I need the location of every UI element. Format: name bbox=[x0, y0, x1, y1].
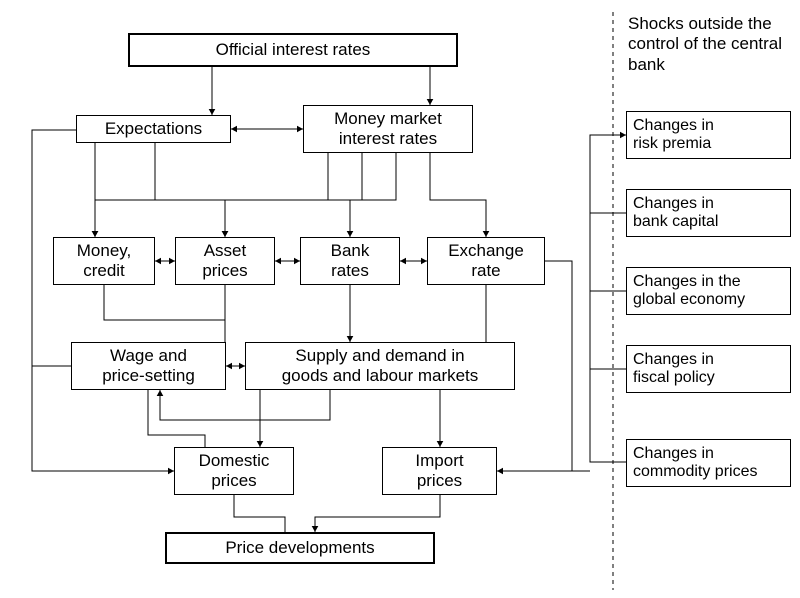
edge-23 bbox=[315, 495, 440, 532]
side-node-risk: Changes in risk premia bbox=[626, 111, 791, 159]
node-asset: Asset prices bbox=[175, 237, 275, 285]
node-pricedev: Price developments bbox=[165, 532, 435, 564]
node-label-money: Money, credit bbox=[77, 241, 132, 280]
node-label-asset: Asset prices bbox=[202, 241, 247, 280]
edge-5 bbox=[95, 153, 328, 237]
node-fx: Exchange rate bbox=[427, 237, 545, 285]
node-label-import: Import prices bbox=[415, 451, 463, 490]
node-official: Official interest rates bbox=[128, 33, 458, 67]
edge-7 bbox=[350, 153, 396, 237]
edge-4 bbox=[155, 143, 225, 237]
side-node-label-fiscal: Changes in fiscal policy bbox=[633, 351, 715, 388]
side-node-label-bcap: Changes in bank capital bbox=[633, 195, 718, 232]
edge-12 bbox=[104, 285, 225, 342]
node-expect: Expectations bbox=[76, 115, 231, 143]
monetary-transmission-diagram: Official interest rates Expectations Money… bbox=[0, 0, 800, 598]
node-import: Import prices bbox=[382, 447, 497, 495]
node-label-pricedev: Price developments bbox=[225, 538, 374, 558]
edge-8 bbox=[430, 153, 486, 237]
edge-20 bbox=[160, 390, 330, 420]
edge-18 bbox=[148, 390, 205, 447]
node-mmir: Money market interest rates bbox=[303, 105, 473, 153]
side-node-global: Changes in the global economy bbox=[626, 267, 791, 315]
edge-26 bbox=[590, 135, 626, 462]
node-money: Money, credit bbox=[53, 237, 155, 285]
node-domestic: Domestic prices bbox=[174, 447, 294, 495]
node-label-domestic: Domestic prices bbox=[199, 451, 270, 490]
edge-24 bbox=[32, 130, 174, 471]
side-node-label-commod: Changes in commodity prices bbox=[633, 445, 757, 482]
side-node-label-global: Changes in the global economy bbox=[633, 273, 745, 310]
side-title-label: Shocks outside the control of the centra… bbox=[628, 14, 794, 75]
side-node-label-risk: Changes in risk premia bbox=[633, 117, 714, 154]
side-node-commod: Changes in commodity prices bbox=[626, 439, 791, 487]
side-node-fiscal: Changes in fiscal policy bbox=[626, 345, 791, 393]
node-label-wage: Wage and price-setting bbox=[102, 346, 195, 385]
side-title: Shocks outside the control of the centra… bbox=[626, 12, 796, 82]
node-label-mmir: Money market interest rates bbox=[334, 109, 442, 148]
node-label-fx: Exchange rate bbox=[448, 241, 524, 280]
side-node-bcap: Changes in bank capital bbox=[626, 189, 791, 237]
node-label-supply: Supply and demand in goods and labour ma… bbox=[282, 346, 479, 385]
node-wage: Wage and price-setting bbox=[71, 342, 226, 390]
edge-6 bbox=[225, 153, 362, 237]
node-label-bank: Bank rates bbox=[331, 241, 370, 280]
node-bank: Bank rates bbox=[300, 237, 400, 285]
node-supply: Supply and demand in goods and labour ma… bbox=[245, 342, 515, 390]
node-label-official: Official interest rates bbox=[216, 40, 371, 60]
edge-22 bbox=[234, 495, 285, 532]
node-label-expect: Expectations bbox=[105, 119, 202, 139]
